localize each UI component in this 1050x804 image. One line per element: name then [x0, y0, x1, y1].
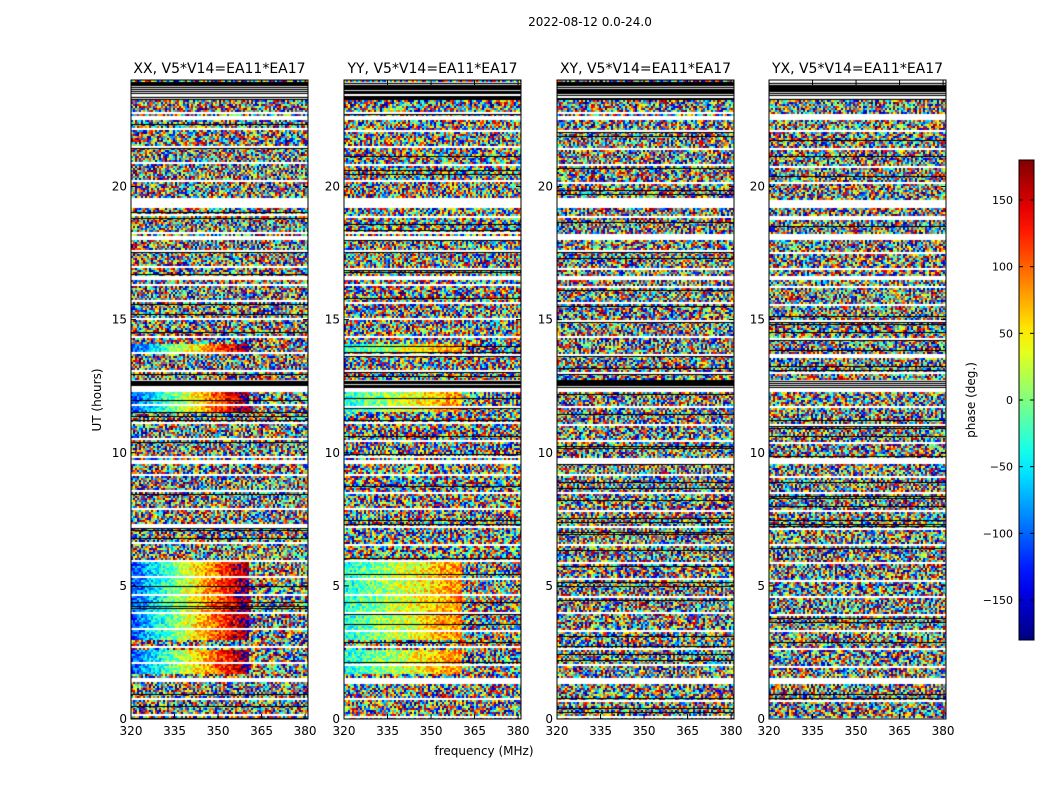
- x-tick-label: 380: [507, 724, 530, 738]
- y-axis-label: UT (hours): [90, 368, 104, 431]
- y-tick-label: 20: [112, 180, 127, 194]
- colorbar-tick-label: 50: [999, 327, 1013, 340]
- x-tick-label: 335: [376, 724, 399, 738]
- x-tick-label: 335: [801, 724, 824, 738]
- y-tick-label: 10: [112, 446, 127, 460]
- phase-heatmap-canvas: [769, 80, 946, 719]
- y-tick-label: 10: [750, 446, 765, 460]
- phase-heatmap: [769, 80, 946, 719]
- x-tick-label: 335: [589, 724, 612, 738]
- y-tick-label: 0: [332, 712, 340, 726]
- x-axis-label: frequency (MHz): [434, 744, 533, 758]
- y-tick-label: 10: [538, 446, 553, 460]
- y-tick-label: 15: [538, 313, 553, 327]
- phase-heatmap: [557, 80, 734, 719]
- figure-title: 2022-08-12 0.0-24.0: [528, 15, 652, 29]
- panel-frame: [556, 79, 735, 720]
- phase-heatmap: [131, 80, 308, 719]
- colorbar-tick-label: −150: [983, 594, 1013, 607]
- x-tick-label: 350: [420, 724, 443, 738]
- x-tick-label: 365: [463, 724, 486, 738]
- phase-heatmap-canvas: [557, 80, 734, 719]
- colorbar-tick-label: −100: [983, 527, 1013, 540]
- y-tick-label: 15: [750, 313, 765, 327]
- x-tick-label: 380: [932, 724, 955, 738]
- y-tick-label: 20: [538, 180, 553, 194]
- x-tick-label: 320: [120, 724, 143, 738]
- y-tick-label: 0: [545, 712, 553, 726]
- colorbar: 150 100 50 0 −50 −100 −150: [983, 159, 1035, 641]
- x-tick-label: 350: [845, 724, 868, 738]
- panel-title: XY, V5*V14=EA11*EA17: [560, 61, 731, 77]
- colorbar-tick-label: 150: [992, 194, 1013, 207]
- x-tick-label: 320: [333, 724, 356, 738]
- phase-heatmap: [344, 80, 521, 719]
- colorbar-tick-label: 100: [992, 261, 1013, 274]
- panel-title: YY, V5*V14=EA11*EA17: [346, 61, 517, 77]
- x-tick-label: 365: [676, 724, 699, 738]
- y-tick-label: 5: [757, 579, 765, 593]
- x-tick-label: 350: [207, 724, 230, 738]
- panel-title: YX, V5*V14=EA11*EA17: [771, 61, 943, 77]
- y-tick-label: 0: [119, 712, 127, 726]
- y-tick-label: 20: [325, 180, 340, 194]
- y-tick-label: 20: [750, 180, 765, 194]
- phase-heatmap-canvas: [131, 80, 308, 719]
- x-tick-label: 320: [546, 724, 569, 738]
- y-tick-label: 15: [112, 313, 127, 327]
- y-tick-label: 5: [119, 579, 127, 593]
- x-tick-label: 350: [633, 724, 656, 738]
- colorbar-tick-label: 0: [1006, 394, 1013, 407]
- panel-frame: [130, 79, 309, 720]
- y-tick-label: 5: [545, 579, 553, 593]
- panel-xy: XY, V5*V14=EA11*EA17 320 335 350 365 380 0 5 10 1…: [538, 61, 743, 738]
- panel-title: XX, V5*V14=EA11*EA17: [133, 61, 305, 77]
- x-tick-label: 380: [720, 724, 743, 738]
- panel-frame: [768, 79, 947, 720]
- x-tick-label: 365: [250, 724, 273, 738]
- x-tick-label: 365: [888, 724, 911, 738]
- y-tick-label: 15: [325, 313, 340, 327]
- colorbar-label: phase (deg.): [964, 362, 978, 438]
- panels: XX, V5*V14=EA11*EA17 320 335 350 365 380 0 5 10 1…: [112, 61, 955, 738]
- panel-yy: YY, V5*V14=EA11*EA17 320 335 350 365 380 0 5 10 1…: [325, 61, 530, 738]
- y-tick-label: 10: [325, 446, 340, 460]
- colorbar-tick-label: −50: [990, 461, 1013, 474]
- panel-frame: [343, 79, 522, 720]
- x-tick-label: 380: [294, 724, 317, 738]
- y-tick-label: 0: [757, 712, 765, 726]
- x-tick-label: 320: [758, 724, 781, 738]
- y-tick-label: 5: [332, 579, 340, 593]
- panel-yx: YX, V5*V14=EA11*EA17 320 335 350 365 380 0 5 10 1…: [750, 61, 955, 738]
- phase-heatmap-canvas: [344, 80, 521, 719]
- panel-xx: XX, V5*V14=EA11*EA17 320 335 350 365 380 0 5 10 1…: [112, 61, 317, 738]
- x-tick-label: 335: [163, 724, 186, 738]
